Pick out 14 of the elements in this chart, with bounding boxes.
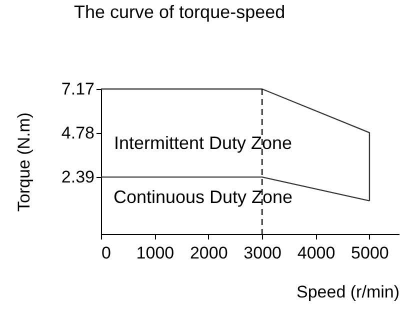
x-tick-label: 5000	[351, 244, 389, 262]
y-tick-label: 7.17	[61, 80, 94, 98]
y-axis-title: Torque (N.m)	[14, 112, 34, 212]
annotation: Continuous Duty Zone	[113, 187, 293, 207]
y-tick-label: 2.39	[61, 168, 94, 187]
x-axis-title: Speed (r/min)	[296, 282, 400, 302]
x-tick-label: 3000	[244, 244, 282, 262]
x-tick-label: 2000	[190, 244, 228, 262]
chart-title: The curve of torque-speed	[74, 2, 286, 22]
y-tick-label: 4.78	[61, 124, 94, 143]
x-tick-label: 0	[102, 244, 111, 262]
annotation: Intermittent Duty Zone	[114, 133, 292, 153]
x-tick-label: 4000	[297, 244, 336, 262]
x-tick-label: 1000	[136, 244, 174, 262]
